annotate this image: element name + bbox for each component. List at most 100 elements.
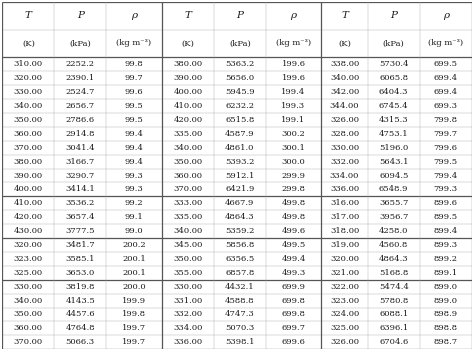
Text: (K): (K): [22, 39, 35, 47]
Text: 4864.3: 4864.3: [379, 255, 409, 263]
Text: 99.5: 99.5: [125, 102, 144, 110]
Text: 325.00: 325.00: [330, 324, 359, 332]
Text: 699.8: 699.8: [282, 297, 306, 305]
Text: 99.0: 99.0: [125, 227, 143, 235]
Text: 333.00: 333.00: [173, 199, 202, 207]
Text: 331.00: 331.00: [173, 297, 202, 305]
Text: P: P: [390, 11, 397, 20]
Text: 338.00: 338.00: [330, 60, 359, 68]
Text: 345.00: 345.00: [173, 241, 202, 249]
Text: 499.4: 499.4: [282, 255, 306, 263]
Text: 299.9: 299.9: [282, 172, 306, 179]
Text: 5780.8: 5780.8: [379, 297, 409, 305]
Text: 370.00: 370.00: [173, 185, 202, 193]
Text: 410.00: 410.00: [173, 102, 202, 110]
Text: 799.7: 799.7: [434, 130, 458, 138]
Text: 5643.1: 5643.1: [379, 158, 409, 166]
Text: 400.00: 400.00: [14, 185, 43, 193]
Text: 360.00: 360.00: [173, 172, 202, 179]
Text: 335.00: 335.00: [173, 130, 202, 138]
Text: 340.00: 340.00: [173, 144, 202, 152]
Text: 330.00: 330.00: [14, 283, 43, 291]
Text: 799.8: 799.8: [434, 116, 458, 124]
Text: 420.00: 420.00: [173, 116, 202, 124]
Text: 299.8: 299.8: [282, 185, 306, 193]
Text: 318.00: 318.00: [330, 227, 359, 235]
Text: 3041.4: 3041.4: [65, 144, 95, 152]
Text: 4753.1: 4753.1: [379, 130, 409, 138]
Text: 6421.9: 6421.9: [225, 185, 255, 193]
Text: 400.00: 400.00: [173, 88, 202, 96]
Text: 317.00: 317.00: [330, 213, 359, 221]
Text: 4667.9: 4667.9: [225, 199, 255, 207]
Text: 320.00: 320.00: [330, 255, 359, 263]
Text: 5070.3: 5070.3: [225, 324, 255, 332]
Text: ρ: ρ: [291, 11, 297, 20]
Text: 4143.5: 4143.5: [65, 297, 95, 305]
Text: 3166.7: 3166.7: [65, 158, 95, 166]
Text: 2914.8: 2914.8: [65, 130, 95, 138]
Text: 326.00: 326.00: [330, 338, 359, 346]
Text: (kg m⁻³): (kg m⁻³): [428, 39, 463, 47]
Text: 326.00: 326.00: [330, 116, 359, 124]
Text: 310.00: 310.00: [14, 60, 43, 68]
Text: 3290.7: 3290.7: [65, 172, 95, 179]
Text: 5730.4: 5730.4: [379, 60, 409, 68]
Text: 344.00: 344.00: [330, 102, 359, 110]
Text: 350.00: 350.00: [173, 158, 202, 166]
Text: 334.00: 334.00: [173, 324, 202, 332]
Text: 99.1: 99.1: [125, 213, 144, 221]
Text: 390.00: 390.00: [14, 172, 43, 179]
Text: (K): (K): [338, 39, 351, 47]
Text: 6088.1: 6088.1: [379, 311, 409, 318]
Text: 342.00: 342.00: [330, 88, 359, 96]
Text: 5398.1: 5398.1: [225, 338, 255, 346]
Text: 3536.2: 3536.2: [65, 199, 95, 207]
Text: 328.00: 328.00: [330, 130, 359, 138]
Text: 370.00: 370.00: [14, 144, 43, 152]
Text: 5196.0: 5196.0: [379, 144, 409, 152]
Text: 898.7: 898.7: [434, 338, 458, 346]
Text: 4258.0: 4258.0: [379, 227, 409, 235]
Text: 699.6: 699.6: [282, 338, 305, 346]
Text: 499.8: 499.8: [282, 199, 306, 207]
Text: 332.00: 332.00: [173, 311, 202, 318]
Text: 6065.8: 6065.8: [379, 74, 408, 82]
Text: 99.3: 99.3: [125, 185, 144, 193]
Text: 4457.6: 4457.6: [65, 311, 95, 318]
Text: 6704.6: 6704.6: [379, 338, 409, 346]
Text: T: T: [184, 11, 191, 20]
Text: 799.5: 799.5: [434, 158, 458, 166]
Text: ρ: ρ: [443, 11, 449, 20]
Text: 899.6: 899.6: [434, 199, 458, 207]
Text: 5168.8: 5168.8: [379, 269, 409, 277]
Text: 420.00: 420.00: [14, 213, 43, 221]
Text: 199.4: 199.4: [282, 88, 306, 96]
Text: 699.8: 699.8: [282, 311, 306, 318]
Text: 360.00: 360.00: [14, 324, 43, 332]
Text: 5393.2: 5393.2: [225, 158, 255, 166]
Text: 199.6: 199.6: [282, 60, 306, 68]
Text: 3819.8: 3819.8: [65, 283, 95, 291]
Text: 300.1: 300.1: [282, 144, 305, 152]
Text: 4764.8: 4764.8: [65, 324, 95, 332]
Text: 2786.6: 2786.6: [66, 116, 95, 124]
Text: 898.9: 898.9: [434, 311, 458, 318]
Text: 300.0: 300.0: [282, 158, 305, 166]
Text: 330.00: 330.00: [173, 283, 202, 291]
Text: 322.00: 322.00: [330, 283, 359, 291]
Text: 323.00: 323.00: [330, 297, 359, 305]
Text: 200.1: 200.1: [122, 255, 146, 263]
Text: 6745.4: 6745.4: [379, 102, 409, 110]
Text: 99.5: 99.5: [125, 116, 144, 124]
Text: 430.00: 430.00: [14, 227, 43, 235]
Text: 3777.5: 3777.5: [65, 227, 95, 235]
Text: (kPa): (kPa): [383, 39, 405, 47]
Text: 5945.9: 5945.9: [225, 88, 255, 96]
Text: 300.2: 300.2: [282, 130, 305, 138]
Text: 6857.8: 6857.8: [225, 269, 255, 277]
Text: 899.0: 899.0: [434, 283, 458, 291]
Text: 370.00: 370.00: [14, 338, 43, 346]
Text: 99.6: 99.6: [125, 88, 143, 96]
Text: (K): (K): [182, 39, 194, 47]
